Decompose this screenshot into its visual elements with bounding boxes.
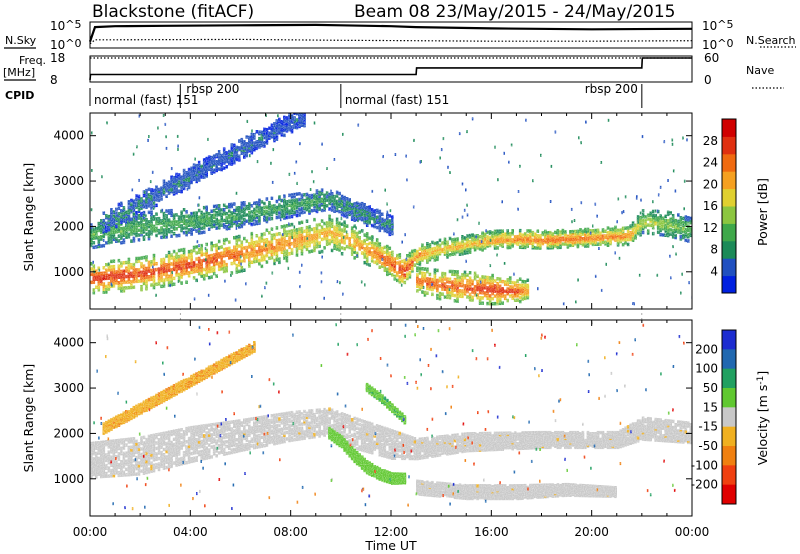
noise-panel-frame [89, 21, 693, 49]
beam-date-title: Beam 08 23/May/2015 - 24/May/2015 [354, 2, 675, 22]
cpid-label: CPID [5, 89, 34, 102]
cpid-segment-label: rbsp 200 [186, 82, 239, 96]
nsky-label: N.Sky [5, 34, 37, 47]
freq-label-line1: Freq. [19, 54, 46, 67]
cpid-segment-label: normal (fast) 151 [345, 93, 449, 107]
noise-y2tick-high: 10^5 [702, 18, 734, 33]
nave-ytick-label: 0 [704, 73, 712, 87]
frequency-tick-labels: 8 18 0 60 [50, 51, 719, 87]
frequency-panel-frame [89, 55, 693, 83]
power-cell [303, 107, 306, 111]
noise-series-nsky [88, 23, 693, 42]
noise-series-group [88, 23, 693, 45]
noise-ytick-high: 10^5 [50, 18, 82, 33]
frequency-ytick-label: 8 [50, 73, 58, 87]
station-title: Blackstone (fitACF) [92, 2, 254, 22]
nave-label: Nave [746, 64, 774, 77]
noise-ytick-low: 10^0 [50, 37, 82, 52]
noise-series-nsearch [89, 38, 693, 45]
nave-ytick-label: 60 [704, 51, 719, 65]
frequency-series-line [89, 57, 692, 81]
cpid-segment-label: normal (fast) 151 [94, 93, 198, 107]
nsearch-label: N.Search [746, 34, 796, 47]
frequency-ytick-label: 18 [50, 51, 65, 65]
cpid-segment-label: rbsp 200 [585, 82, 638, 96]
freq-label-line2: [MHz] [3, 66, 35, 79]
frequency-series-group [89, 57, 692, 81]
noise-y2tick-low: 10^0 [702, 37, 734, 52]
